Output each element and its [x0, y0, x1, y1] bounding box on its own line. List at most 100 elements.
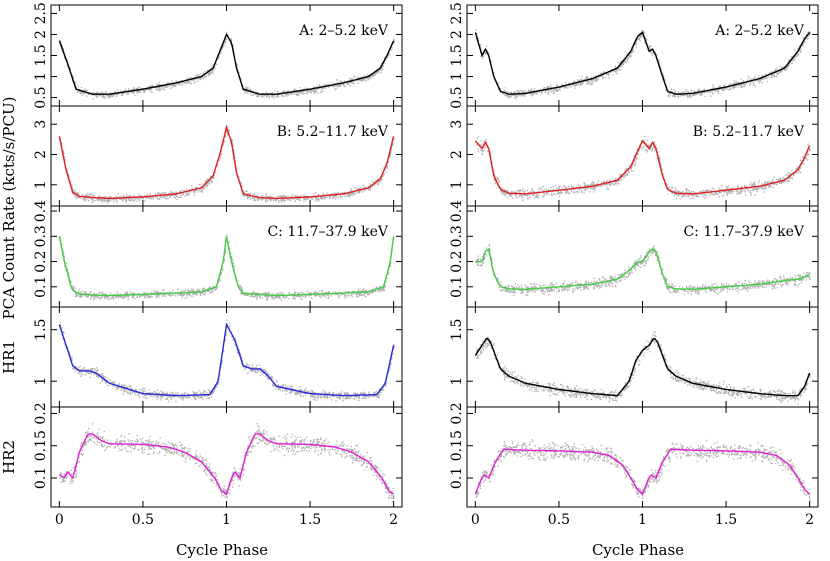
scatter-point	[328, 296, 330, 298]
scatter-point	[159, 294, 161, 296]
scatter-point	[360, 292, 362, 295]
scatter-point	[332, 393, 334, 395]
scatter-point	[139, 295, 141, 297]
scatter-point	[138, 199, 140, 202]
scatter-point	[179, 82, 181, 84]
scatter-point	[126, 295, 128, 297]
scatter-point	[72, 194, 75, 196]
scatter-point	[306, 436, 308, 438]
scatter-point	[272, 385, 274, 387]
scatter-point	[153, 445, 155, 447]
scatter-point	[255, 372, 257, 374]
scatter-point	[208, 183, 211, 185]
scatter-point	[144, 91, 146, 93]
scatter-point	[208, 290, 210, 292]
scatter-point	[244, 294, 246, 296]
scatter-point	[123, 390, 125, 392]
scatter-point	[141, 295, 143, 297]
scatter-point	[137, 91, 139, 93]
scatter-point	[370, 457, 372, 459]
scatter-point	[352, 462, 354, 464]
scatter-point	[266, 96, 268, 98]
scatter-point	[92, 98, 94, 100]
scatter-point	[103, 439, 105, 441]
scatter-point	[247, 87, 249, 89]
scatter-point	[203, 391, 205, 393]
scatter-point	[310, 92, 313, 94]
scatter-point	[196, 457, 198, 459]
scatter-point	[157, 396, 159, 398]
scatter-point	[329, 197, 331, 200]
scatter-point	[289, 385, 291, 387]
scatter-point	[343, 398, 345, 400]
scatter-point	[199, 393, 202, 395]
scatter-point	[170, 190, 172, 192]
scatter-point	[253, 93, 255, 96]
scatter-point	[191, 456, 193, 459]
scatter-point	[217, 479, 219, 481]
scatter-point	[303, 446, 305, 448]
scatter-point	[171, 396, 173, 399]
scatter-point	[301, 93, 303, 95]
scatter-point	[357, 296, 359, 298]
scatter-point	[101, 291, 103, 293]
scatter-point	[293, 296, 295, 299]
scatter-point	[243, 468, 245, 470]
scatter-point	[232, 44, 234, 46]
scatter-point	[116, 291, 118, 293]
scatter-point	[247, 197, 249, 199]
scatter-point	[253, 292, 255, 294]
scatter-point	[181, 296, 183, 298]
scatter-point	[160, 447, 163, 449]
scatter-point	[80, 375, 82, 377]
scatter-point	[157, 198, 159, 200]
scatter-point	[331, 448, 334, 451]
scatter-point	[101, 437, 103, 439]
scatter-point	[253, 193, 255, 195]
scatter-point	[138, 392, 140, 394]
scatter-point	[134, 391, 136, 393]
scatter-point	[91, 201, 93, 204]
scatter-point	[107, 377, 109, 379]
scatter-point	[106, 200, 108, 202]
scatter-point	[184, 195, 186, 197]
scatter-point	[276, 295, 278, 298]
scatter-point	[66, 169, 68, 171]
scatter-point	[138, 394, 140, 396]
series-line-red	[58, 124, 395, 200]
scatter-point	[379, 290, 381, 292]
scatter-point	[204, 391, 206, 393]
scatter-point	[94, 373, 96, 375]
scatter-point	[87, 295, 89, 297]
scatter-point	[313, 391, 316, 394]
scatter-point	[148, 394, 150, 396]
scatter-point	[124, 295, 127, 298]
scatter-point	[237, 352, 239, 354]
scatter-point	[78, 366, 80, 369]
scatter-point	[165, 451, 168, 454]
scatter-point	[245, 88, 247, 90]
scatter-point	[278, 292, 280, 294]
scatter-point	[214, 285, 216, 288]
scatter-point	[294, 392, 296, 394]
scatter-point	[114, 90, 117, 93]
y-tick-label: 0.2	[33, 250, 49, 272]
scatter-point	[339, 393, 342, 395]
scatter-point	[101, 92, 103, 95]
scatter-point	[270, 438, 272, 440]
scatter-point	[320, 196, 322, 198]
scatter-point	[180, 196, 182, 198]
scatter-point	[292, 388, 294, 390]
scatter-point	[255, 367, 258, 369]
scatter-point	[315, 198, 317, 200]
scatter-point	[345, 396, 347, 398]
scatter-point	[132, 88, 134, 90]
scatter-point	[237, 479, 239, 481]
scatter-point	[291, 195, 293, 197]
scatter-point	[321, 396, 323, 399]
scatter-point	[247, 196, 249, 198]
scatter-point	[140, 197, 142, 199]
scatter-point	[335, 400, 337, 402]
scatter-point	[358, 288, 360, 290]
scatter-point	[227, 134, 229, 136]
